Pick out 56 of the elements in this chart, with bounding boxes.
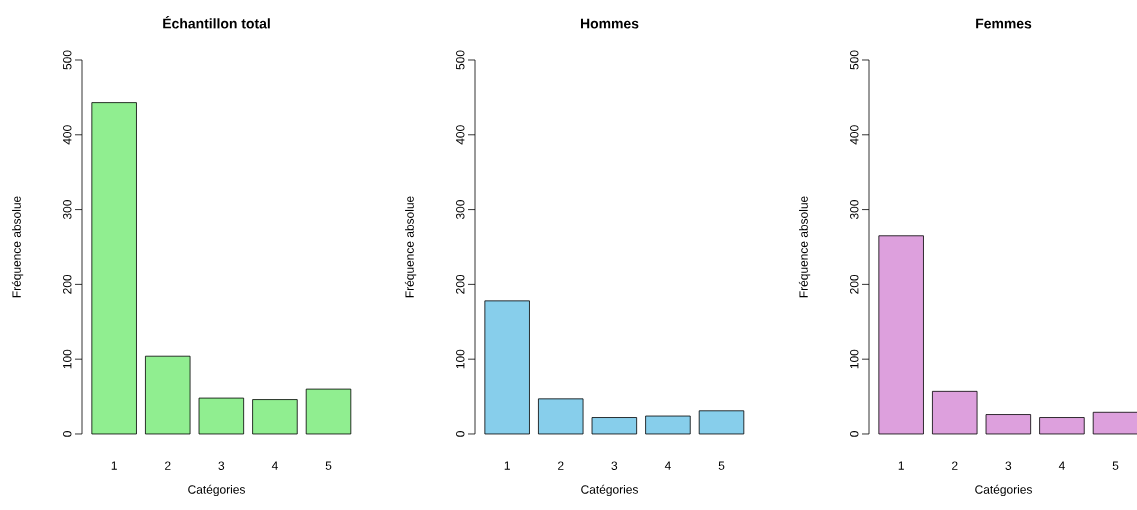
y-tick-label: 200 — [456, 274, 465, 294]
x-tick-label: 5 — [325, 461, 332, 470]
y-tick-label: 400 — [850, 125, 859, 145]
y-tick-label: 400 — [456, 125, 465, 145]
chart-title: Femmes — [976, 18, 1032, 29]
y-tick-label: 0 — [850, 431, 859, 437]
x-tick-label: 4 — [271, 461, 278, 470]
y-tick-label: 500 — [850, 50, 859, 70]
x-tick-label: 2 — [952, 461, 958, 470]
x-tick-label: 1 — [898, 461, 904, 470]
bar — [145, 355, 191, 435]
x-tick-label: 2 — [165, 461, 171, 470]
bar — [484, 300, 530, 435]
bar — [932, 391, 978, 434]
x-tick-label: 4 — [664, 461, 671, 470]
chart-title: Hommes — [581, 18, 639, 29]
y-tick-label: 100 — [456, 349, 465, 369]
y-axis-title: Fréquence absolue — [798, 196, 811, 298]
x-tick-label: 5 — [718, 461, 725, 470]
bar — [591, 417, 638, 435]
y-tick-label: 100 — [850, 349, 859, 369]
x-axis-title: Catégories — [975, 484, 1032, 497]
bar — [252, 399, 298, 435]
chart-title: Échantillon total — [163, 16, 270, 29]
bar — [91, 102, 137, 435]
y-axis-title: Fréquence absolue — [404, 196, 417, 298]
y-tick-label: 300 — [456, 200, 465, 220]
bar — [645, 415, 691, 435]
x-tick-label: 5 — [1112, 461, 1119, 470]
x-tick-label: 4 — [1058, 461, 1065, 470]
x-tick-label: 3 — [611, 461, 618, 470]
x-tick-label: 1 — [111, 461, 117, 470]
bar — [1092, 411, 1137, 435]
x-tick-label: 1 — [504, 461, 510, 470]
y-tick-label: 400 — [63, 125, 72, 145]
y-tick-label: 0 — [456, 431, 465, 437]
x-tick-label: 2 — [558, 461, 564, 470]
y-tick-label: 300 — [63, 200, 72, 220]
y-tick-label: 300 — [850, 200, 859, 220]
bar — [538, 398, 584, 435]
x-tick-label: 3 — [218, 461, 225, 470]
y-tick-label: 100 — [63, 349, 72, 369]
bar — [198, 397, 245, 435]
bar — [698, 410, 745, 435]
y-tick-label: 500 — [63, 50, 72, 70]
y-tick-label: 500 — [456, 50, 465, 70]
x-tick-label: 3 — [1005, 461, 1012, 470]
y-tick-label: 200 — [850, 274, 859, 294]
y-axis-title: Fréquence absolue — [11, 196, 24, 298]
x-axis-title: Catégories — [188, 484, 245, 497]
y-tick-label: 200 — [63, 274, 72, 294]
x-axis-title: Catégories — [581, 484, 638, 497]
bar — [1039, 417, 1085, 434]
y-tick-label: 0 — [63, 431, 72, 437]
bar — [878, 235, 924, 434]
bar — [305, 388, 352, 435]
